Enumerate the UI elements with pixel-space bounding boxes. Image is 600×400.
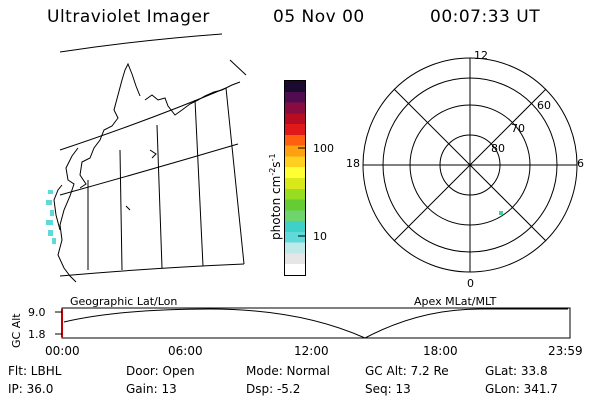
- info-door: Door: Open: [126, 364, 195, 378]
- info-ip: IP: 36.0: [8, 382, 54, 396]
- mlt-label-6: 6: [577, 157, 584, 170]
- ytick-9: 9.0: [28, 306, 46, 319]
- polar-data-point: [499, 211, 503, 215]
- altitude-ylabel: GC Alt: [10, 313, 23, 348]
- xtick-1800: 18:00: [423, 344, 458, 358]
- info-flt: Flt: LBHL: [8, 364, 62, 378]
- xtick-0600: 06:00: [168, 344, 203, 358]
- map-caption: Geographic Lat/Lon: [70, 295, 178, 308]
- color-scale-bar: [284, 80, 306, 276]
- info-seq: Seq: 13: [365, 382, 411, 396]
- info-glon: GLon: 341.7: [485, 382, 558, 396]
- instrument-title: Ultraviolet Imager: [47, 7, 210, 27]
- altitude-frame: [61, 307, 571, 339]
- time-label: 00:07:33 UT: [430, 7, 541, 27]
- date-label: 05 Nov 00: [273, 7, 365, 27]
- xtick-0000: 00:00: [45, 344, 80, 358]
- mlt-label-12: 12: [474, 49, 488, 62]
- info-gc-alt: GC Alt: 7.2 Re: [365, 364, 449, 378]
- polar-caption: Apex MLat/MLT: [414, 295, 497, 308]
- mlat-label-80: 80: [491, 142, 505, 155]
- info-dsp: Dsp: -5.2: [246, 382, 301, 396]
- mlat-label-60: 60: [537, 99, 551, 112]
- info-gain: Gain: 13: [126, 382, 177, 396]
- mlt-label-0: 0: [467, 277, 474, 290]
- mlat-label-70: 70: [511, 122, 525, 135]
- colorbar-tick-10: 10: [313, 230, 327, 243]
- info-mode: Mode: Normal: [246, 364, 330, 378]
- mlt-label-18: 18: [346, 157, 360, 170]
- colorbar-tick-100: 100: [313, 142, 334, 155]
- info-glat: GLat: 33.8: [485, 364, 548, 378]
- xtick-1200: 12:00: [294, 344, 329, 358]
- xtick-2359: 23:59: [548, 344, 583, 358]
- ytick-1-8: 1.8: [28, 328, 46, 341]
- altitude-curve: [63, 308, 568, 339]
